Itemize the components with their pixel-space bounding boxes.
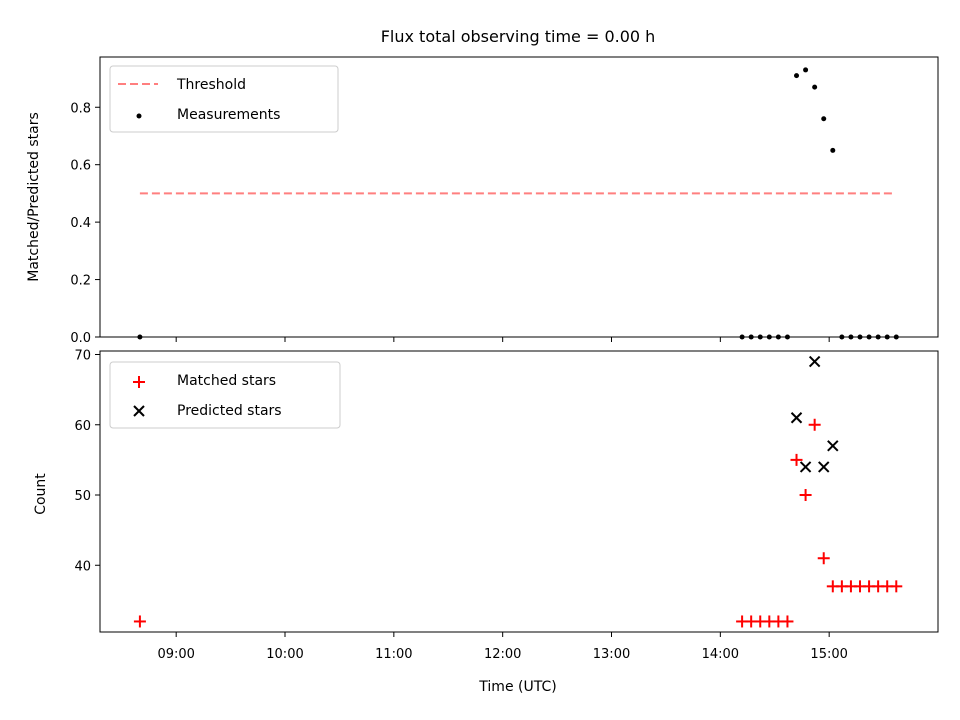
top-legend: Threshold Measurements [109, 65, 339, 133]
matched-stars-point [790, 453, 803, 466]
measurement-point [839, 334, 845, 340]
matched-stars-point [890, 580, 903, 593]
bottom-x-tick-label: 12:00 [484, 647, 521, 662]
measurement-point [757, 334, 763, 340]
legend-measurements-label: Measurements [177, 107, 280, 123]
measurement-point [812, 84, 818, 90]
top-y-tick-label: 0.2 [70, 274, 91, 289]
bottom-x-axis-ticks: 09:00 10:00 11:00 12:00 13:00 14:00 15:00 [157, 632, 848, 662]
top-legend-box [109, 65, 339, 133]
measurement-point [748, 334, 754, 340]
top-x-axis-ticks [175, 337, 830, 342]
measurement-point [857, 334, 863, 340]
chart-title: Flux total observing time = 0.00 h [381, 27, 656, 46]
bottom-y-tick-label: 70 [74, 349, 91, 364]
predicted-stars-point [818, 461, 830, 473]
bottom-y-tick-label: 40 [74, 559, 91, 574]
bottom-x-tick-label: 15:00 [810, 647, 847, 662]
measurement-point [766, 334, 772, 340]
legend-predicted-label: Predicted stars [177, 403, 282, 419]
bottom-x-tick-label: 10:00 [266, 647, 303, 662]
measurement-point [784, 334, 790, 340]
bottom-y-tick-label: 60 [74, 419, 91, 434]
bottom-legend-box [109, 361, 341, 429]
legend-matched-swatch [133, 376, 145, 388]
bottom-legend: Matched stars Predicted stars [109, 361, 341, 429]
matched-stars-point [808, 418, 821, 431]
bottom-x-tick-label: 13:00 [593, 647, 630, 662]
top-y-tick-label: 0.8 [70, 101, 91, 116]
legend-measurements-swatch [136, 113, 142, 119]
top-y-tick-label: 0.4 [70, 216, 91, 231]
measurement-point [775, 334, 781, 340]
top-series-layer [137, 67, 899, 340]
bottom-y-tick-label: 50 [74, 489, 91, 504]
bottom-x-axis-label: Time (UTC) [478, 679, 556, 695]
measurement-point [848, 334, 854, 340]
matched-stars-point [781, 615, 794, 628]
predicted-stars-point [808, 355, 821, 368]
legend-predicted-swatch [133, 405, 145, 417]
predicted-stars-point [790, 412, 803, 424]
matched-stars-point [799, 489, 812, 502]
legend-matched-label: Matched stars [177, 373, 276, 389]
measurement-point [821, 116, 827, 122]
measurement-point [794, 73, 800, 79]
top-y-axis-ticks: 0.0 0.2 0.4 0.6 0.8 [70, 101, 100, 346]
bottom-panel: 40 50 60 70 09:00 10:00 11:00 12:00 13:00 14:00 1… [33, 349, 939, 695]
measurement-point [137, 334, 143, 340]
top-panel: 0.00.20.40.60.8 Matched/Predicted stars … [26, 56, 939, 346]
predicted-stars-point [827, 440, 839, 452]
top-y-tick-label: 0.0 [70, 331, 91, 346]
measurement-point [803, 67, 809, 73]
measurement-point [866, 334, 872, 340]
measurement-point [875, 334, 881, 340]
legend-threshold-label: Threshold [176, 77, 246, 93]
bottom-y-axis-label: Count [33, 473, 49, 515]
bottom-x-tick-label: 11:00 [375, 647, 412, 662]
measurement-point [830, 147, 836, 153]
bottom-x-tick-label: 14:00 [702, 647, 739, 662]
measurement-point [884, 334, 890, 340]
matched-stars-point [817, 552, 830, 565]
predicted-stars-point [799, 461, 812, 473]
top-y-tick-label: 0.6 [70, 159, 91, 174]
top-y-axis-label: Matched/Predicted stars [26, 112, 42, 282]
bottom-series-layer [133, 355, 903, 628]
matched-stars-point [133, 615, 146, 628]
bottom-x-tick-label: 09:00 [157, 647, 194, 662]
measurement-point [893, 334, 899, 340]
bottom-y-axis-ticks: 40 50 60 70 [74, 349, 100, 574]
measurement-point [739, 334, 745, 340]
